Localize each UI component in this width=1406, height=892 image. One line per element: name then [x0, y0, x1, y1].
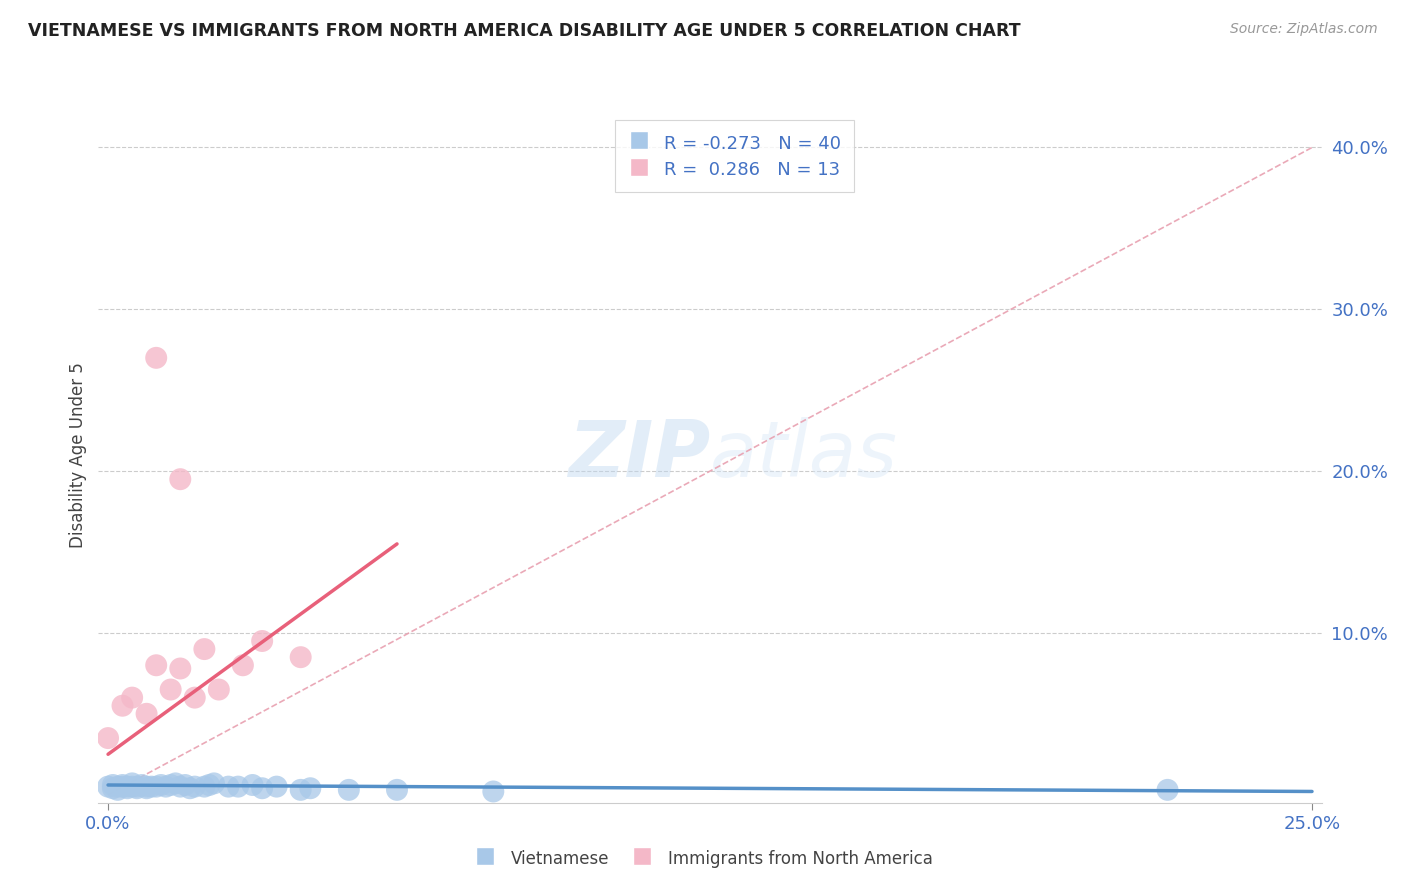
- Point: [266, 780, 288, 794]
- Text: atlas: atlas: [710, 417, 898, 493]
- Point: [145, 351, 167, 365]
- Point: [165, 776, 187, 790]
- Point: [111, 698, 134, 713]
- Point: [150, 778, 173, 792]
- Point: [111, 780, 134, 794]
- Point: [208, 682, 231, 697]
- Point: [111, 778, 134, 792]
- Point: [174, 778, 197, 792]
- Point: [135, 706, 157, 721]
- Point: [145, 658, 167, 673]
- Point: [159, 778, 181, 792]
- Point: [337, 782, 360, 797]
- Point: [145, 780, 167, 794]
- Point: [97, 731, 120, 745]
- Y-axis label: Disability Age Under 5: Disability Age Under 5: [69, 362, 87, 548]
- Point: [299, 781, 322, 796]
- Point: [159, 682, 181, 697]
- Point: [184, 780, 207, 794]
- Legend: R = -0.273   N = 40, R =  0.286   N = 13: R = -0.273 N = 40, R = 0.286 N = 13: [616, 120, 853, 192]
- Point: [135, 780, 157, 794]
- Point: [117, 780, 139, 794]
- Point: [385, 782, 408, 797]
- Point: [250, 634, 273, 648]
- Point: [101, 781, 124, 796]
- Point: [290, 650, 312, 665]
- Point: [169, 780, 191, 794]
- Point: [1156, 782, 1178, 797]
- Point: [217, 780, 239, 794]
- Point: [226, 780, 249, 794]
- Point: [121, 780, 143, 794]
- Point: [101, 778, 124, 792]
- Point: [232, 658, 254, 673]
- Text: Source: ZipAtlas.com: Source: ZipAtlas.com: [1230, 22, 1378, 37]
- Point: [184, 690, 207, 705]
- Point: [193, 642, 215, 657]
- Point: [121, 776, 143, 790]
- Legend: Vietnamese, Immigrants from North America: Vietnamese, Immigrants from North Americ…: [467, 842, 939, 875]
- Point: [179, 781, 201, 796]
- Point: [202, 776, 225, 790]
- Point: [242, 778, 264, 792]
- Text: ZIP: ZIP: [568, 417, 710, 493]
- Point: [125, 780, 148, 794]
- Point: [125, 781, 148, 796]
- Point: [482, 784, 505, 798]
- Point: [290, 782, 312, 797]
- Point: [141, 780, 163, 794]
- Point: [97, 780, 120, 794]
- Point: [131, 778, 153, 792]
- Text: VIETNAMESE VS IMMIGRANTS FROM NORTH AMERICA DISABILITY AGE UNDER 5 CORRELATION C: VIETNAMESE VS IMMIGRANTS FROM NORTH AMER…: [28, 22, 1021, 40]
- Point: [107, 782, 129, 797]
- Point: [198, 778, 221, 792]
- Point: [135, 781, 157, 796]
- Point: [121, 690, 143, 705]
- Point: [107, 780, 129, 794]
- Point: [250, 781, 273, 796]
- Point: [169, 661, 191, 675]
- Point: [169, 472, 191, 486]
- Point: [155, 780, 177, 794]
- Point: [193, 780, 215, 794]
- Point: [117, 781, 139, 796]
